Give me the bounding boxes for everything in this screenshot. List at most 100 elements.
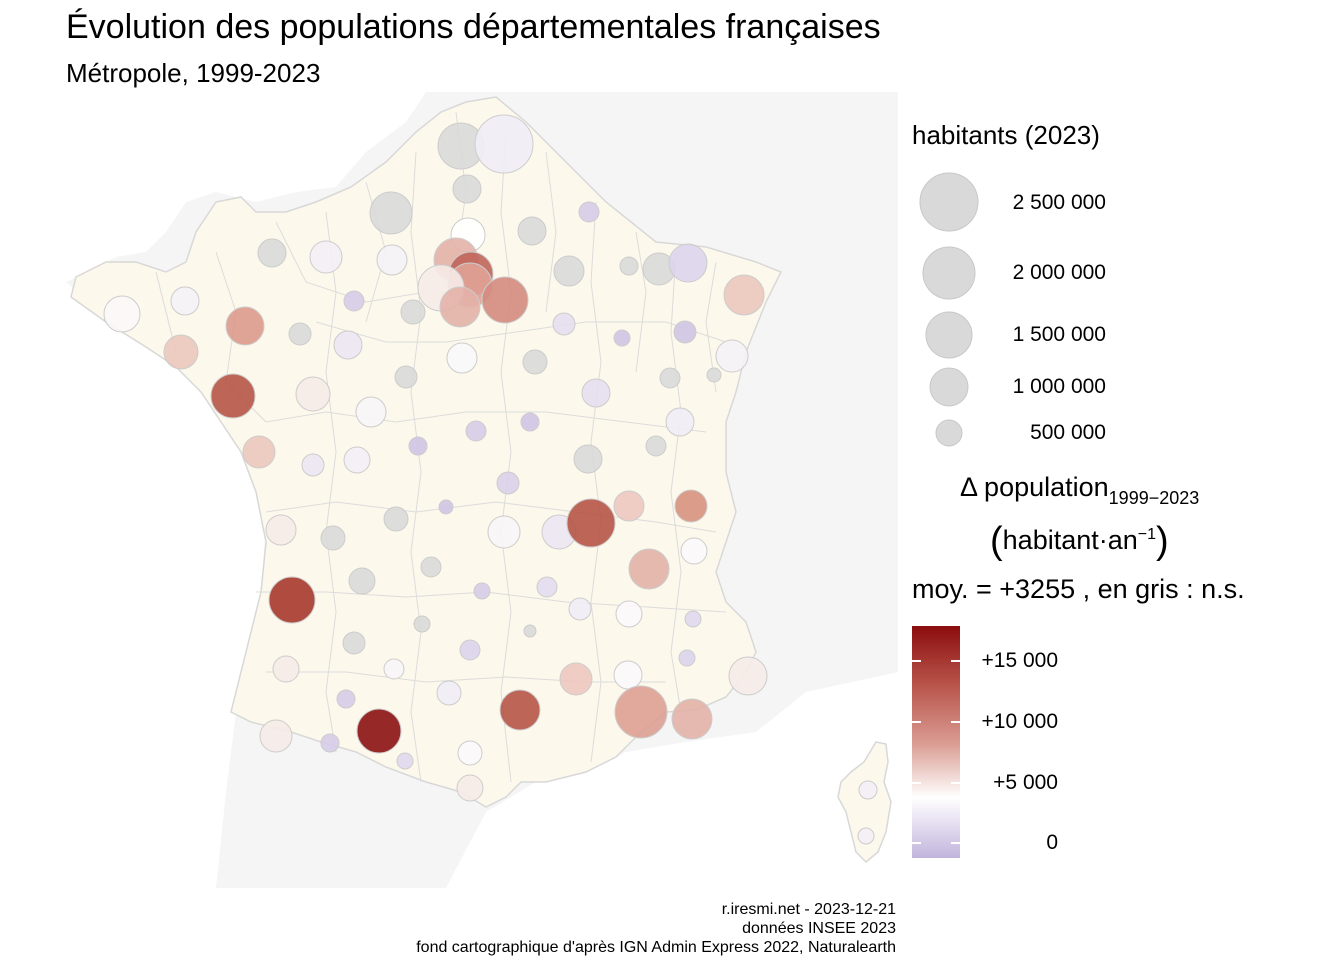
color-legend-unit: (habitant·an−1) [990, 520, 1169, 563]
color-legend-mean: moy. = +3255 , en gris : n.s. [912, 574, 1245, 604]
department-circle [355, 396, 387, 428]
department-circle [858, 780, 878, 800]
department-circle [645, 435, 667, 457]
department-circle [343, 290, 365, 312]
department-circle [536, 576, 558, 598]
department-circle [857, 827, 875, 845]
department-circle [473, 582, 491, 600]
department-circle [272, 655, 300, 683]
color-tick-right [951, 721, 960, 723]
department-circle [439, 286, 481, 328]
channel-sea [66, 92, 426, 282]
unit-paren-close: ) [1156, 520, 1169, 562]
department-circle [706, 367, 722, 383]
department-circle [320, 733, 340, 753]
unit-habitant: habitant [1002, 525, 1099, 555]
department-circle [728, 656, 768, 696]
caption-basemap: fond cartographique d'après IGN Admin Ex… [416, 939, 896, 956]
department-circle [408, 436, 428, 456]
department-circle [457, 740, 483, 766]
department-circle [369, 191, 413, 235]
department-circle [259, 719, 293, 753]
department-circle [678, 649, 696, 667]
size-legend-title: habitants (2023) [912, 120, 1100, 150]
department-circle [420, 556, 442, 578]
department-circle [680, 537, 708, 565]
department-circle [517, 216, 547, 246]
department-circle [376, 244, 408, 276]
unit-an: an [1107, 525, 1138, 555]
size-legend-circle [919, 172, 979, 232]
department-circle [163, 334, 199, 370]
caption-source: r.iresmi.net - 2023-12-21 [721, 901, 896, 918]
france-map [66, 92, 898, 888]
size-legend-label: 2 000 000 [1012, 261, 1106, 284]
color-legend-title-main: Δ population [960, 472, 1109, 502]
map-title: Évolution des populations départementale… [66, 8, 881, 46]
atlantic-sea [66, 282, 266, 888]
department-circle [356, 708, 402, 754]
department-circle [613, 660, 643, 690]
department-circle [257, 238, 287, 268]
department-circle [496, 471, 520, 495]
department-circle [628, 548, 670, 590]
mediterranean-sea [446, 672, 898, 888]
department-circle [715, 339, 749, 373]
color-tick-label: +5 000 [993, 771, 1058, 794]
department-circle [668, 243, 708, 283]
color-scale-bar [912, 626, 960, 858]
color-legend-title: Δ population1999−2023 [960, 472, 1199, 509]
department-circle [613, 490, 645, 522]
department-circle [559, 662, 593, 696]
mainland-france [70, 96, 783, 808]
department-circle [383, 506, 409, 532]
department-circle [348, 567, 376, 595]
department-circle [487, 515, 521, 549]
department-circle [225, 306, 265, 346]
department-circle [400, 299, 426, 325]
color-tick-left [912, 721, 921, 723]
department-circle [520, 412, 540, 432]
department-circle [674, 489, 708, 523]
color-tick-right [951, 782, 960, 784]
department-circle [553, 255, 585, 287]
department-circle [499, 689, 541, 731]
unit-paren-open: ( [990, 520, 1003, 562]
unit-dot: · [1098, 525, 1108, 555]
department-circle [452, 174, 482, 204]
department-circle [459, 639, 481, 661]
size-legend [919, 172, 979, 447]
size-legend-label: 2 500 000 [1012, 191, 1106, 214]
color-tick-label: +15 000 [981, 649, 1059, 672]
color-tick-right [951, 842, 960, 844]
department-circle [436, 680, 462, 706]
department-circle [573, 444, 603, 474]
color-tick-right [951, 660, 960, 662]
department-circle [438, 499, 454, 515]
department-circle [309, 240, 343, 274]
department-circle [614, 685, 668, 739]
department-circle [333, 330, 363, 360]
department-circle [265, 514, 297, 546]
department-circle [268, 576, 316, 624]
department-circle [552, 312, 576, 336]
department-circle [474, 114, 534, 174]
department-circle [619, 256, 639, 276]
department-circle [723, 274, 765, 316]
department-circle [456, 774, 484, 802]
color-tick-left [912, 660, 921, 662]
department-circle [523, 624, 537, 638]
department-circle [613, 329, 631, 347]
department-circle [343, 446, 371, 474]
color-tick-left [912, 782, 921, 784]
department-circle [684, 610, 702, 628]
size-legend-label: 1 500 000 [1012, 323, 1106, 346]
department-circle [659, 367, 681, 389]
size-legend-circle [925, 311, 973, 359]
size-legend-circle [929, 367, 969, 407]
map-subtitle: Métropole, 1999-2023 [66, 58, 321, 88]
color-tick-left [912, 842, 921, 844]
color-legend-title-period: 1999−2023 [1108, 488, 1200, 508]
department-borders [155, 111, 727, 783]
department-circle [301, 453, 325, 477]
